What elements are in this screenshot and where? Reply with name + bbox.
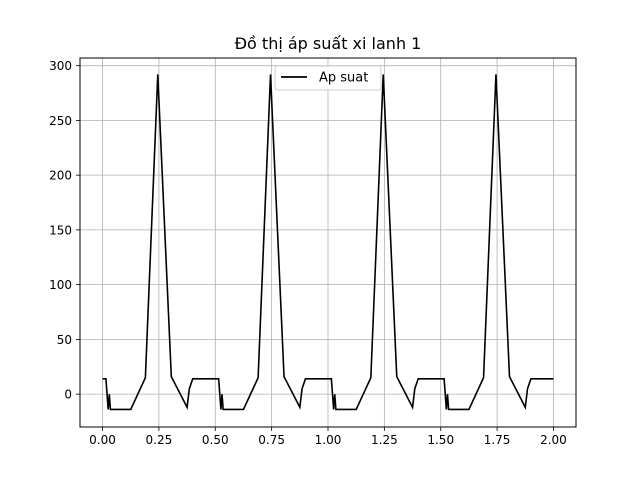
x-tick-label: 1.50 (427, 433, 454, 447)
y-tick-label: 100 (49, 278, 72, 292)
y-tick-label: 200 (49, 169, 72, 183)
x-tick-label: 1.25 (371, 433, 398, 447)
x-tick-label: 0.75 (258, 433, 285, 447)
y-tick-label: 50 (57, 333, 72, 347)
legend: Ap suat (274, 65, 382, 91)
series-line (102, 74, 554, 411)
x-tick-label: 1.00 (315, 433, 342, 447)
x-tick-label: 0.50 (202, 433, 229, 447)
chart-title: Đồ thị áp suất xi lanh 1 (235, 34, 422, 53)
legend-label: Ap suat (319, 71, 368, 86)
ticks: 0.00 0.25 0.50 0.75 1.00 1.25 1.50 1.75 2.00 0 50 1… (49, 59, 567, 447)
y-tick-label: 150 (49, 223, 72, 237)
series-layer (102, 74, 554, 411)
legend-box (274, 65, 382, 91)
y-tick-label: 0 (64, 388, 72, 402)
x-tick-label: 0.25 (146, 433, 173, 447)
x-tick-label: 1.75 (484, 433, 511, 447)
x-tick-label: 2.00 (540, 433, 567, 447)
grid (80, 58, 576, 427)
y-tick-label: 300 (49, 59, 72, 73)
x-tick-label: 0.00 (89, 433, 116, 447)
y-tick-label: 250 (49, 114, 72, 128)
